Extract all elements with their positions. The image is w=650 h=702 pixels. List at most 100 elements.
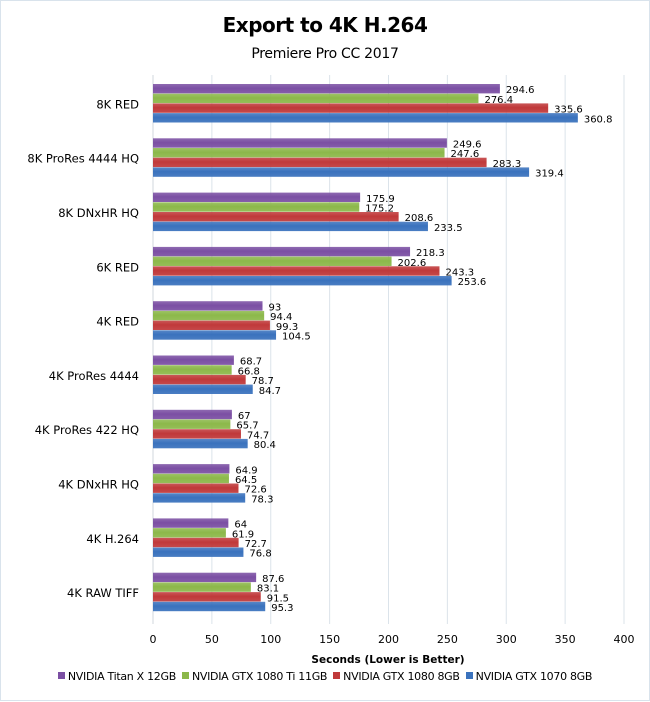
bar-value-label: 67 <box>238 411 251 422</box>
bar <box>153 256 392 266</box>
bar <box>153 582 251 592</box>
bar-value-label: 202.6 <box>398 258 427 269</box>
bar-value-label: 247.6 <box>451 149 480 160</box>
legend-item: NVIDIA Titan X 12GB <box>57 670 176 683</box>
x-tick-label: 50 <box>205 633 219 646</box>
bar-value-label: 91.5 <box>267 593 289 604</box>
bar-value-label: 335.6 <box>554 105 583 116</box>
bar-value-label: 243.3 <box>445 268 474 279</box>
bar-value-label: 276.4 <box>484 95 513 106</box>
x-tick-label: 150 <box>319 633 340 646</box>
bar-value-label: 80.4 <box>254 440 276 451</box>
category-label: 6K RED <box>96 260 139 274</box>
bar-value-label: 83.1 <box>257 584 279 595</box>
bar-value-label: 283.3 <box>493 159 522 170</box>
legend-item: NVIDIA GTX 1070 8GB <box>465 670 593 683</box>
bar-value-label: 64.5 <box>235 475 257 486</box>
bar <box>153 167 530 177</box>
x-tick-label: 100 <box>260 633 281 646</box>
bar <box>153 266 440 276</box>
bar-value-label: 78.3 <box>251 494 273 505</box>
bar-value-label: 99.3 <box>276 322 298 333</box>
legend-item: NVIDIA GTX 1080 Ti 11GB <box>181 670 328 683</box>
bar <box>153 113 578 123</box>
bar-value-label: 218.3 <box>416 248 445 259</box>
bar <box>153 192 361 202</box>
bar-value-label: 208.6 <box>405 213 434 224</box>
bar-value-label: 94.4 <box>270 312 292 323</box>
bar-value-label: 253.6 <box>458 277 487 288</box>
legend-swatch <box>333 672 341 679</box>
x-axis-ticks: 0 50 100 150 200 250 300 350 400 <box>150 633 635 646</box>
bar-value-label: 249.6 <box>453 140 482 151</box>
bar-value-label: 65.7 <box>236 421 258 432</box>
bar-value-label: 66.8 <box>238 366 260 377</box>
x-tick-label: 200 <box>378 633 399 646</box>
bar <box>153 202 360 212</box>
bar <box>153 148 445 158</box>
bar <box>153 221 428 232</box>
bar-value-label: 68.7 <box>240 357 262 368</box>
bar <box>153 493 246 503</box>
legend-label: NVIDIA GTX 1070 8GB <box>475 670 593 683</box>
legend-swatch <box>465 672 473 679</box>
bar <box>153 483 239 493</box>
bar <box>153 374 246 385</box>
bar <box>153 384 253 394</box>
bar-value-label: 72.7 <box>245 539 267 550</box>
bar-value-label: 175.2 <box>365 204 394 215</box>
bar <box>153 572 257 583</box>
bar <box>153 355 234 365</box>
category-label: 8K DNxHR HQ <box>58 206 139 220</box>
category-label: 4K ProRes 422 HQ <box>35 423 139 437</box>
bar <box>153 438 248 449</box>
x-tick-label: 0 <box>150 633 157 646</box>
legend: NVIDIA Titan X 12GB NVIDIA GTX 1080 Ti 11… <box>1 670 649 683</box>
bar-value-label: 104.5 <box>282 332 311 343</box>
bar-value-label: 175.9 <box>366 194 395 205</box>
bar-value-label: 78.7 <box>252 376 274 387</box>
bar-value-label: 61.9 <box>232 529 254 540</box>
category-label: 4K H.264 <box>86 532 139 546</box>
bar-value-label: 87.6 <box>262 574 284 585</box>
x-tick-label: 300 <box>496 633 517 646</box>
bar <box>153 601 266 612</box>
bar <box>153 103 549 113</box>
bar <box>153 365 232 375</box>
bar <box>153 528 226 538</box>
category-label: 4K RAW TIFF <box>67 586 139 600</box>
bar <box>153 429 241 439</box>
bar <box>153 419 231 429</box>
category-labels: 8K RED 8K ProRes 4444 HQ 8K DNxHR HQ 6K RED… <box>27 97 139 600</box>
bar <box>153 93 479 104</box>
bar-value-label: 74.7 <box>247 430 269 441</box>
legend-swatch <box>181 672 189 679</box>
bar-value-label: 72.6 <box>244 485 266 496</box>
bar-value-label: 319.4 <box>535 169 564 180</box>
bar <box>153 330 277 340</box>
chart-title: Export to 4K H.264 <box>222 13 428 37</box>
bar <box>153 84 500 94</box>
category-label: 4K DNxHR HQ <box>58 478 139 492</box>
bar <box>153 537 239 548</box>
bar-value-label: 95.3 <box>271 603 293 614</box>
category-label: 4K ProRes 4444 <box>49 369 139 383</box>
bar <box>153 518 229 528</box>
bar-value-label: 76.8 <box>249 549 271 560</box>
bar-value-label: 294.6 <box>506 85 535 96</box>
category-label: 4K RED <box>96 315 139 329</box>
legend-item: NVIDIA GTX 1080 8GB <box>333 670 460 683</box>
bar <box>153 547 244 557</box>
x-tick-label: 350 <box>555 633 576 646</box>
legend-label: NVIDIA GTX 1080 8GB <box>343 670 460 683</box>
bar <box>153 473 229 484</box>
bar <box>153 212 399 222</box>
bar <box>153 301 263 311</box>
legend-label: NVIDIA GTX 1080 Ti 11GB <box>191 670 328 683</box>
bar-value-label: 64 <box>234 520 247 531</box>
bars <box>153 84 578 612</box>
category-label: 8K ProRes 4444 HQ <box>27 152 139 166</box>
x-tick-label: 250 <box>437 633 458 646</box>
